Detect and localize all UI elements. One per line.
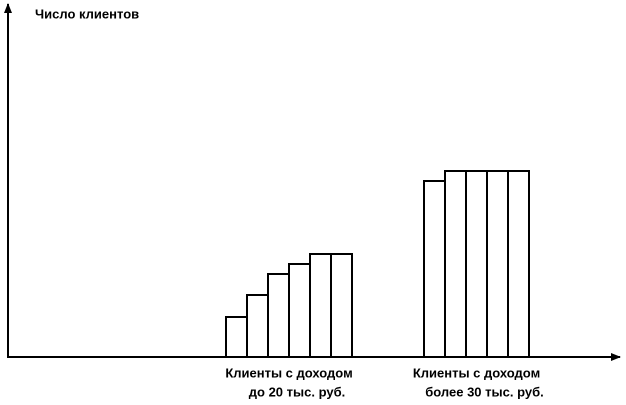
bar [288,263,311,358]
bar [267,273,290,358]
bar [330,253,353,358]
group-label: Клиенты с доходом [413,365,540,380]
bar [246,294,269,358]
bar [225,316,248,358]
bar [486,170,509,358]
y-axis-label: Число клиентов [35,6,139,21]
bar [309,253,332,358]
group-label: до 20 тыс. руб. [249,384,345,399]
bar [423,180,446,358]
bar [507,170,530,358]
bar [444,170,467,358]
group-label: Клиенты с доходом [225,365,352,380]
group-label: более 30 тыс. руб. [425,384,543,399]
bar [465,170,488,358]
